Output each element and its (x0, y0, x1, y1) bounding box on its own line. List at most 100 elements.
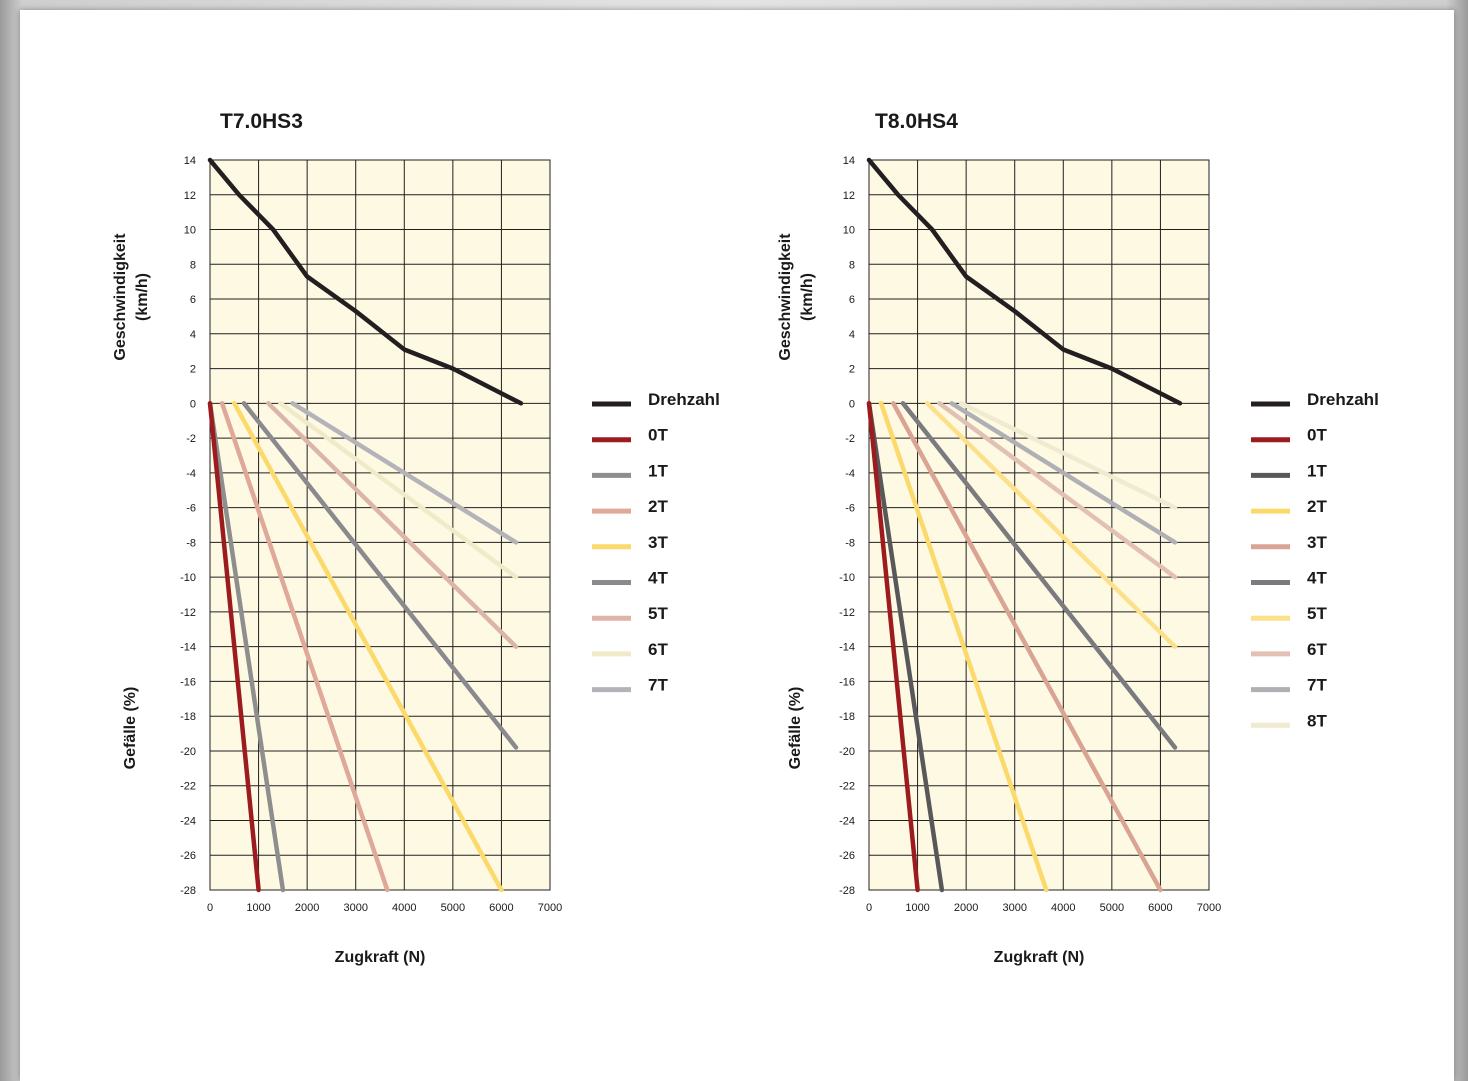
chart-1: T7.0HS3 14 12 10 8 6 4 2 0 -2 -4 -6 -8 -10 -12 -14 -16 -1… (112, 110, 720, 966)
y-tick-label: -20 (839, 746, 855, 758)
y-tick-label: 0 (849, 398, 855, 410)
x-tick-label: 7000 (1197, 902, 1221, 914)
plot-frame (209, 159, 551, 891)
series-line-0t (207, 401, 261, 893)
y-axis-label-top: Geschwindigkeit (112, 233, 129, 361)
plot-area (210, 160, 550, 890)
y-tick-label: 8 (849, 259, 855, 271)
y-tick-label: 10 (843, 225, 855, 237)
x-tick-label: 1000 (246, 902, 270, 914)
x-tick-label: 2000 (954, 902, 978, 914)
y-tick-label: 10 (184, 225, 196, 237)
series-line-5t (925, 401, 1178, 649)
y-tick-label: -10 (839, 572, 855, 584)
series-line-1t (207, 401, 286, 893)
y-tick-label: -14 (839, 642, 855, 654)
plot-frame (868, 159, 1210, 891)
y-tick-label: -26 (839, 850, 855, 862)
y-tick-label: -24 (180, 815, 196, 827)
x-tick-label: 0 (866, 902, 872, 914)
legend-label: 7T (1307, 676, 1327, 695)
y-tick-label: -16 (180, 676, 196, 688)
y-tick-label: -22 (839, 781, 855, 793)
series-line-3t (891, 401, 1163, 893)
x-tick-label: 5000 (441, 902, 465, 914)
x-tick-label: 3000 (343, 902, 367, 914)
legend-label: 6T (648, 640, 668, 659)
y-tick-label: 2 (849, 364, 855, 376)
y-tick-label: -28 (180, 885, 196, 897)
legend-label: 4T (1307, 569, 1327, 588)
x-tick-label: 2000 (295, 902, 319, 914)
x-axis-label: Zugkraft (N) (335, 949, 426, 966)
legend-label: 3T (1307, 533, 1327, 552)
y-tick-label: 14 (184, 155, 196, 167)
y-tick-label: 6 (849, 294, 855, 306)
series-line-7t (949, 401, 1178, 545)
series-line-5t (266, 401, 519, 649)
series-line-6t (937, 401, 1178, 580)
y-tick-label: -2 (186, 433, 196, 445)
y-axis-label-unit: (km/h) (799, 273, 816, 321)
y-tick-label: 4 (190, 329, 196, 341)
legend: Drehzahl 0T 1T 2T 3T 4T 5T 6T 7T 8T (1251, 390, 1379, 730)
y-axis-label-unit: (km/h) (134, 273, 151, 321)
series-line-6t (278, 401, 519, 580)
legend-label: 3T (648, 533, 668, 552)
y-tick-label: -20 (180, 746, 196, 758)
y-tick-label: 0 (190, 398, 196, 410)
chart-title: T8.0HS4 (875, 110, 958, 133)
series-line-drehzahl (866, 157, 1183, 406)
y-tick-label: -22 (180, 781, 196, 793)
y-tick-label: -6 (845, 503, 855, 515)
y-tick-label: -4 (186, 468, 196, 480)
series-line-1t (866, 401, 945, 893)
series-line-3t (232, 401, 504, 893)
x-tick-label: 1000 (905, 902, 929, 914)
chart-title: T7.0HS3 (220, 110, 303, 133)
series-line-2t (219, 401, 390, 893)
legend-label: 8T (1307, 711, 1327, 730)
y-axis-label-bottom: Gefälle (%) (122, 687, 139, 770)
x-tick-label: 6000 (1148, 902, 1172, 914)
y-tick-label: -6 (186, 503, 196, 515)
series-line-2t (878, 401, 1049, 893)
y-axis-label-top: Geschwindigkeit (777, 233, 794, 361)
legend-label: Drehzahl (648, 390, 720, 409)
legend-label: 5T (1307, 604, 1327, 623)
plot-area (869, 160, 1209, 890)
x-axis-label: Zugkraft (N) (994, 949, 1085, 966)
y-tick-label: 8 (190, 259, 196, 271)
y-tick-label: -2 (845, 433, 855, 445)
y-tick-label: -8 (845, 537, 855, 549)
y-tick-label: -14 (180, 642, 196, 654)
y-tick-label: -8 (186, 537, 196, 549)
y-tick-label: -12 (180, 607, 196, 619)
legend-label: 0T (1307, 426, 1327, 445)
legend-label: 2T (648, 497, 668, 516)
legend: Drehzahl 0T 1T 2T 3T 4T 5T 6T 7T (592, 390, 720, 695)
legend-label: 1T (1307, 461, 1327, 480)
y-tick-label: -28 (839, 885, 855, 897)
legend-label: 0T (648, 426, 668, 445)
x-tick-label: 6000 (489, 902, 513, 914)
legend-label: 2T (1307, 497, 1327, 516)
y-tick-label: -18 (180, 711, 196, 723)
y-tick-label: 12 (184, 190, 196, 202)
y-tick-label: -12 (839, 607, 855, 619)
legend-label: 1T (648, 461, 668, 480)
series-line-8t (959, 401, 1178, 510)
series-line-7t (290, 401, 519, 545)
x-tick-label: 7000 (538, 902, 562, 914)
y-tick-label: -26 (180, 850, 196, 862)
legend-label: 4T (648, 569, 668, 588)
series-line-4t (900, 401, 1178, 750)
legend-label: Drehzahl (1307, 390, 1379, 409)
y-tick-label: 6 (190, 294, 196, 306)
y-tick-label: 2 (190, 364, 196, 376)
y-tick-label: 4 (849, 329, 855, 341)
legend-label: 6T (1307, 640, 1327, 659)
y-axis-label-bottom: Gefälle (%) (787, 687, 804, 770)
x-tick-label: 4000 (392, 902, 416, 914)
